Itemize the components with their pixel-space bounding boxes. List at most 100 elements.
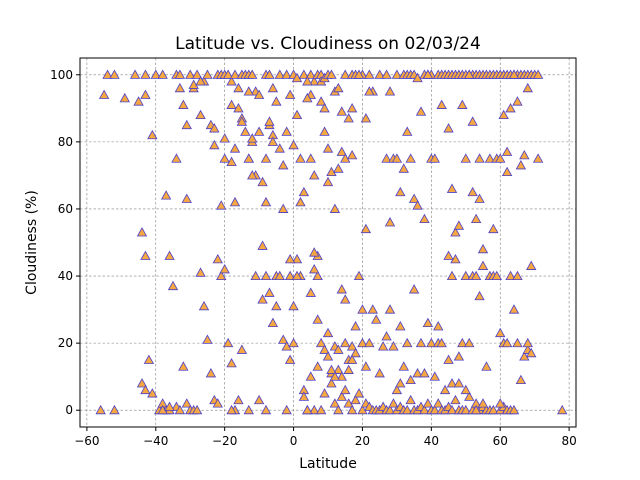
- data-point-marker: [377, 341, 389, 351]
- data-point-marker: [346, 341, 358, 351]
- data-point-marker: [195, 267, 206, 277]
- data-point-marker: [501, 146, 513, 156]
- data-point-marker: [519, 351, 530, 361]
- data-point-marker: [357, 304, 368, 314]
- data-point-marker: [419, 368, 430, 378]
- data-point-marker: [357, 337, 368, 348]
- data-point-marker: [343, 364, 354, 374]
- data-point-marker: [346, 102, 358, 113]
- data-point-marker: [191, 69, 203, 79]
- data-point-marker: [181, 119, 192, 130]
- data-point-marker: [281, 126, 292, 136]
- data-point-marker: [109, 69, 120, 79]
- data-point-marker: [405, 374, 416, 385]
- data-point-marker: [422, 69, 434, 79]
- axis-ticks: −60 −40 −20 0 20 40 60 80 0 20 40 60 80 100: [50, 68, 577, 448]
- data-point-marker: [346, 404, 358, 415]
- data-point-marker: [395, 378, 406, 388]
- data-point-marker: [326, 69, 337, 79]
- data-point-marker: [364, 86, 375, 96]
- x-tick-label: 40: [424, 434, 439, 448]
- data-point-marker: [253, 89, 265, 99]
- data-point-marker: [195, 109, 206, 120]
- data-point-marker: [229, 196, 241, 207]
- data-point-marker: [171, 153, 182, 163]
- data-point-marker: [291, 72, 303, 83]
- data-point-marker: [340, 384, 351, 395]
- data-point-marker: [436, 99, 447, 109]
- data-point-marker: [333, 344, 344, 354]
- data-point-marker: [453, 351, 465, 361]
- data-point-marker: [274, 69, 285, 79]
- data-point-marker: [467, 116, 478, 126]
- data-point-marker: [364, 337, 375, 348]
- data-point-marker: [302, 404, 313, 415]
- data-point-marker: [109, 404, 120, 415]
- data-point-marker: [353, 270, 365, 281]
- data-point-marker: [495, 153, 506, 163]
- data-point-marker: [212, 253, 223, 264]
- data-point-marker: [136, 227, 148, 237]
- data-point-marker: [260, 270, 272, 281]
- data-point-marker: [419, 404, 430, 415]
- data-point-marker: [429, 153, 440, 163]
- data-point-marker: [464, 337, 475, 348]
- data-point-marker: [436, 337, 447, 348]
- data-point-marker: [247, 69, 258, 79]
- data-point-marker: [408, 193, 420, 203]
- data-point-marker: [191, 404, 203, 415]
- data-point-marker: [278, 203, 289, 213]
- data-point-marker: [315, 96, 327, 106]
- data-point-marker: [340, 69, 351, 79]
- data-point-marker: [209, 123, 220, 133]
- data-point-marker: [329, 203, 341, 213]
- data-point-marker: [312, 270, 323, 281]
- data-point-marker: [415, 337, 427, 348]
- data-point-marker: [402, 337, 413, 348]
- x-tick-label: −40: [143, 434, 168, 448]
- data-point-marker: [243, 404, 254, 415]
- data-point-marker: [388, 341, 399, 351]
- data-point-marker: [98, 89, 110, 99]
- data-point-marker: [419, 213, 430, 224]
- data-point-marker: [278, 160, 289, 170]
- data-point-marker: [140, 69, 151, 79]
- data-point-marker: [460, 270, 471, 281]
- data-point-marker: [474, 193, 485, 203]
- data-point-marker: [391, 69, 403, 79]
- data-point-marker: [346, 149, 358, 160]
- data-point-marker: [167, 280, 179, 291]
- data-point-marker: [329, 398, 341, 408]
- data-point-marker: [477, 243, 489, 254]
- data-point-marker: [178, 99, 189, 109]
- data-point-marker: [322, 327, 334, 338]
- data-point-marker: [526, 260, 537, 270]
- data-point-marker: [522, 337, 533, 348]
- data-point-marker: [381, 153, 392, 163]
- data-point-marker: [257, 176, 268, 187]
- data-point-marker: [247, 133, 258, 143]
- data-point-marker: [374, 368, 385, 378]
- data-point-marker: [388, 398, 399, 408]
- data-point-marker: [281, 404, 292, 415]
- data-point-marker: [412, 72, 423, 83]
- data-point-marker: [488, 223, 499, 234]
- data-point-marker: [319, 102, 330, 113]
- data-point-marker: [181, 398, 192, 408]
- data-point-marker: [439, 384, 451, 395]
- data-point-marker: [219, 153, 230, 163]
- data-point-marker: [222, 69, 234, 79]
- data-point-marker: [226, 404, 237, 415]
- data-point-marker: [460, 384, 471, 395]
- data-point-marker: [140, 384, 151, 395]
- data-point-marker: [508, 404, 520, 415]
- data-point-marker: [260, 153, 272, 163]
- data-point-marker: [505, 102, 516, 113]
- data-point-marker: [309, 76, 320, 86]
- data-point-marker: [512, 270, 523, 281]
- data-point-marker: [405, 153, 416, 163]
- data-point-marker: [360, 223, 372, 234]
- data-point-marker: [364, 69, 375, 79]
- data-points: [95, 69, 568, 415]
